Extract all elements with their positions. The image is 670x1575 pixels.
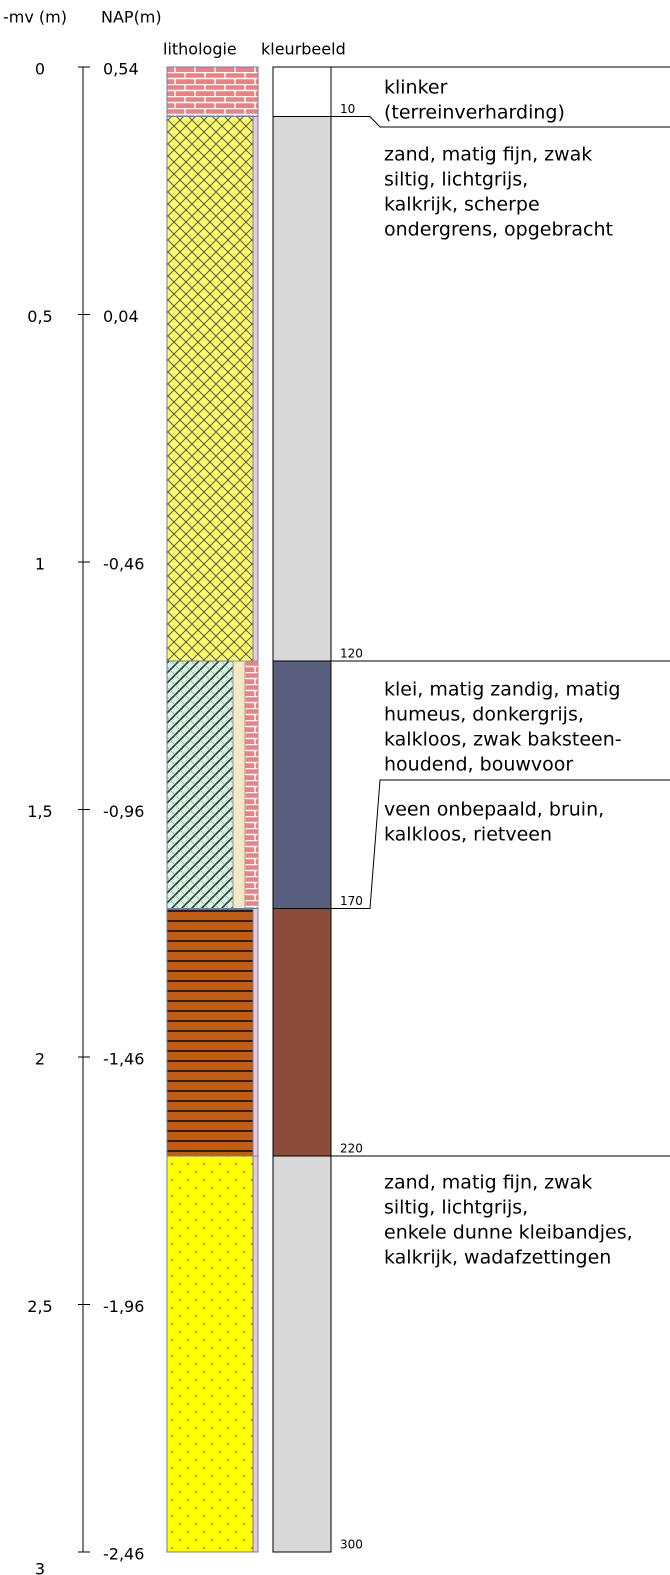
depth-label: 0,5 xyxy=(27,307,52,326)
header-color: kleurbeeld xyxy=(261,40,346,59)
description-line: zand, matig fijn, zwak xyxy=(384,144,592,166)
depth-label: 3 xyxy=(35,1560,45,1575)
lithology-layer xyxy=(166,116,259,662)
description-line: zand, matig fijn, zwak xyxy=(384,1172,592,1194)
description-line: siltig, lichtgrijs, xyxy=(384,1197,528,1219)
header-depth: -mv (m) xyxy=(3,8,67,27)
depth-label: 0 xyxy=(35,60,45,79)
depth-label: 2 xyxy=(35,1050,45,1069)
lithology-strip xyxy=(252,116,259,662)
description-line: veen onbepaald, bruin, xyxy=(384,799,604,821)
boundary-label: 10 xyxy=(340,102,355,116)
color-layer xyxy=(272,908,332,1157)
boundary-leader xyxy=(331,779,670,909)
description-line: humeus, donkergrijs, xyxy=(384,704,584,726)
boundary-label: 120 xyxy=(340,647,363,661)
lithology-strip xyxy=(232,660,246,909)
description-line: klei, matig zandig, matig xyxy=(384,679,620,701)
lithology-layer xyxy=(166,908,259,1157)
boundary-label: 170 xyxy=(340,894,363,908)
lithology-layer xyxy=(166,1155,259,1553)
color-layer xyxy=(272,660,332,909)
depth-label: 1 xyxy=(35,555,45,574)
description-line: kalkloos, zwak baksteen- xyxy=(384,729,622,751)
description-line: klinker xyxy=(384,77,448,99)
description-line: siltig, lichtgrijs, xyxy=(384,169,528,191)
nap-label: -0,46 xyxy=(103,555,144,574)
nap-label: 0,54 xyxy=(103,60,139,79)
boundary-label: 220 xyxy=(340,1142,363,1156)
nap-label: 0,04 xyxy=(103,307,139,326)
description-line: kalkrijk, scherpe xyxy=(384,194,540,216)
header-lithology: lithologie xyxy=(163,40,237,59)
depth-label: 1,5 xyxy=(27,802,52,821)
nap-label: -1,96 xyxy=(103,1297,144,1316)
description-line: kalkrijk, wadafzettingen xyxy=(384,1247,611,1269)
boundary-label: 300 xyxy=(340,1538,363,1552)
lithology-strip xyxy=(252,1155,259,1553)
nap-label: -2,46 xyxy=(103,1545,144,1564)
color-layer xyxy=(272,66,332,117)
description-line: houdend, bouwvoor xyxy=(384,754,573,776)
description-line: (terreinverharding) xyxy=(384,102,565,124)
color-layer xyxy=(272,1155,332,1553)
lithology-strip xyxy=(252,908,259,1157)
description-line: enkele dunne kleibandjes, xyxy=(384,1222,633,1244)
depth-label: 2,5 xyxy=(27,1297,52,1316)
lithology-strip xyxy=(244,660,259,909)
header-nap: NAP(m) xyxy=(101,8,162,27)
boundary-leader xyxy=(331,116,670,128)
description-line: ondergrens, opgebracht xyxy=(384,219,613,241)
color-layer xyxy=(272,116,332,662)
nap-label: -0,96 xyxy=(103,802,144,821)
description-line: kalkloos, rietveen xyxy=(384,824,552,846)
lithology-layer xyxy=(166,66,259,117)
nap-label: -1,46 xyxy=(103,1050,144,1069)
